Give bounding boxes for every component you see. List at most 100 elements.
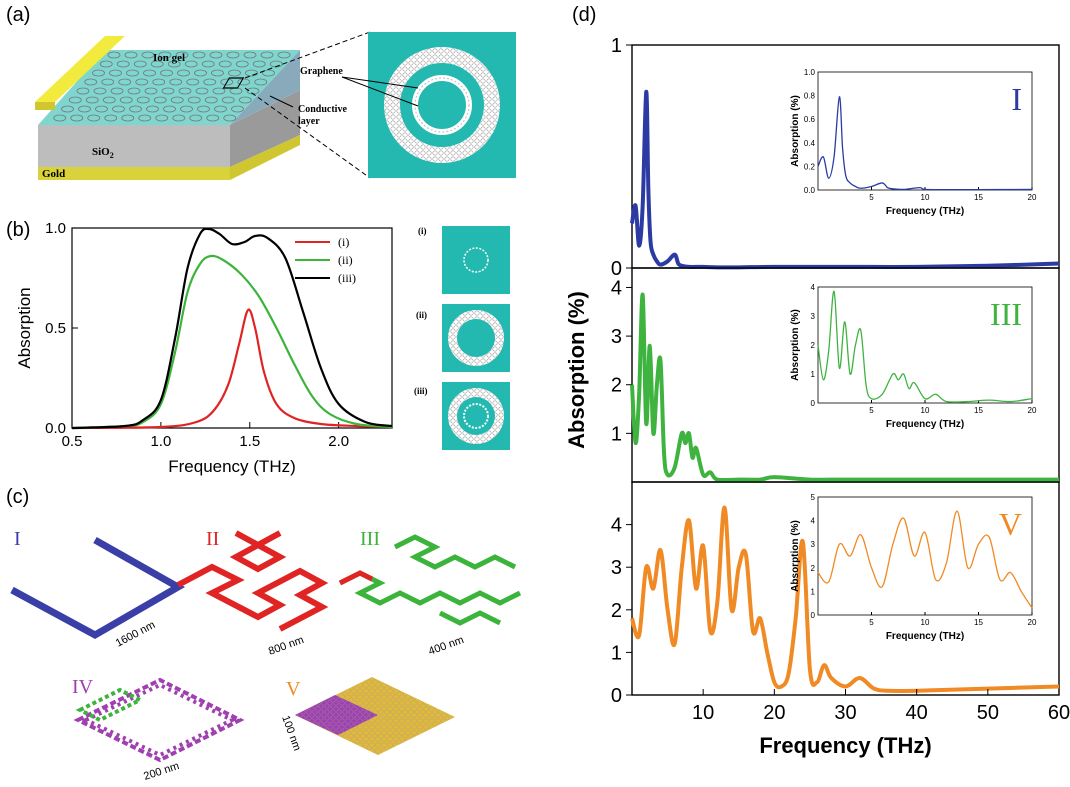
ring-cell	[135, 78, 149, 86]
inset-x-axis-label: Frequency (THz)	[886, 206, 964, 217]
ring-cell	[277, 51, 291, 59]
ring-cell	[95, 105, 108, 113]
zoom-box	[222, 77, 245, 89]
inset-y-tick-label: 3	[811, 312, 816, 321]
ring-cell	[127, 87, 141, 95]
ring-cell	[231, 105, 244, 113]
ring-cell	[252, 60, 266, 68]
inset-x-tick-label: 10	[921, 406, 930, 415]
ring-cell	[119, 96, 133, 104]
ring-cell	[254, 78, 268, 86]
inset-x-tick-label: 20	[1028, 193, 1037, 202]
inset-series-line-3	[817, 510, 1033, 609]
panel-c-hilbert-curves: I 1600 nm II 800 nm III 400 nm IV 200 nm…	[10, 528, 522, 783]
y-tick-label-d: 4	[611, 515, 622, 537]
inset-y-tick-label: 0	[811, 399, 816, 408]
ring-cell	[228, 69, 241, 77]
inset-x-tick-label: 10	[921, 193, 930, 202]
ring-cell	[167, 60, 181, 68]
y-tick-label-d: 0	[611, 258, 622, 280]
inset-x-tick-label: 10	[921, 618, 930, 627]
inset-y-tick-label: 1	[811, 370, 816, 379]
ring-cell	[136, 96, 150, 104]
ring-cell	[221, 96, 235, 104]
thumb-label-ii: (ii)	[416, 310, 427, 320]
inset-y-tick-label: 4	[811, 517, 816, 526]
inset-y-tick-label: 3	[811, 540, 816, 549]
ring-cell	[158, 51, 172, 59]
series-roman-label-2: III	[990, 296, 1022, 332]
curve-V	[295, 677, 455, 755]
panel-b-thumbnails: (i) (ii) (iii)	[414, 220, 514, 480]
ring-cell	[101, 78, 115, 86]
dim-IV: 200 nm	[142, 760, 181, 783]
ring-cell	[107, 51, 121, 59]
dim-V: 100 nm	[279, 714, 303, 753]
ring-cell	[170, 96, 184, 104]
ring-cell	[143, 69, 156, 77]
ring-cell	[209, 51, 223, 59]
inset-y-axis-label: Absorption (%)	[790, 520, 801, 592]
ring-cell	[155, 114, 169, 122]
ring-cell	[169, 78, 183, 86]
main-series-line-3	[630, 505, 1060, 694]
label-II: II	[206, 528, 219, 550]
ring-cell	[237, 78, 251, 86]
y-tick-label-d: 1	[611, 35, 622, 57]
gold-electrode	[35, 36, 125, 102]
x-axis-label-b: Frequency (THz)	[168, 457, 296, 476]
series-line-1	[71, 308, 393, 430]
ring-cell	[126, 69, 139, 77]
y-tick-label-b: 1.0	[45, 220, 66, 237]
inset-y-tick-label: 0.6	[804, 115, 816, 124]
ring-cell	[68, 96, 82, 104]
ring-cell	[214, 105, 227, 113]
y-tick-label-d: 3	[611, 557, 622, 579]
x-tick-label-b: 0.5	[62, 433, 83, 450]
ring-cell	[118, 78, 132, 86]
ring-cell	[243, 51, 257, 59]
ring-cell	[153, 96, 167, 104]
ring-cell	[160, 69, 173, 77]
ring-cell	[184, 60, 198, 68]
ring-cell	[144, 87, 158, 95]
series-roman-label-3: V	[999, 506, 1022, 542]
graphene-ring-array	[53, 51, 291, 122]
ring-cell	[178, 87, 192, 95]
inset-series-line-1	[817, 96, 1033, 191]
x-tick-label-b: 2.0	[328, 433, 349, 450]
series-roman-label-1: I	[1011, 81, 1022, 117]
y-tick-label-d: 4	[611, 277, 622, 299]
y-axis-label-d: Absorption (%)	[564, 291, 589, 449]
ring-cell	[133, 60, 147, 68]
ring-cell	[177, 69, 190, 77]
ring-cell	[218, 60, 232, 68]
ring-cell	[212, 87, 226, 95]
ring-cell	[93, 87, 107, 95]
legend-label-2: (ii)	[338, 253, 353, 267]
inset-x-tick-label: 5	[869, 406, 874, 415]
inset-x-axis-label: Frequency (THz)	[886, 419, 964, 430]
ring-cell	[99, 60, 113, 68]
ring-cell	[260, 51, 274, 59]
dim-II: 800 nm	[267, 634, 306, 658]
inset-x-tick-label: 20	[1028, 618, 1037, 627]
y-tick-label-d: 1	[611, 642, 622, 664]
x-tick-label-d: 10	[692, 702, 714, 724]
ring-cell	[211, 69, 224, 77]
x-tick-label-d: 60	[1048, 702, 1070, 724]
ring-cell	[161, 87, 175, 95]
ring-cell	[203, 78, 217, 86]
y-tick-label-b: 0.5	[45, 320, 66, 337]
y-tick-label-d: 3	[611, 326, 622, 348]
label-III: III	[360, 528, 380, 550]
x-tick-label-b: 1.5	[239, 433, 260, 450]
inset-y-tick-label: 2	[811, 564, 816, 573]
curve-I	[10, 536, 186, 640]
inset-x-tick-label: 5	[869, 618, 874, 627]
panel-c-label: (c)	[6, 486, 30, 508]
panel-d-label: (d)	[572, 4, 597, 26]
ring-cell	[201, 60, 215, 68]
